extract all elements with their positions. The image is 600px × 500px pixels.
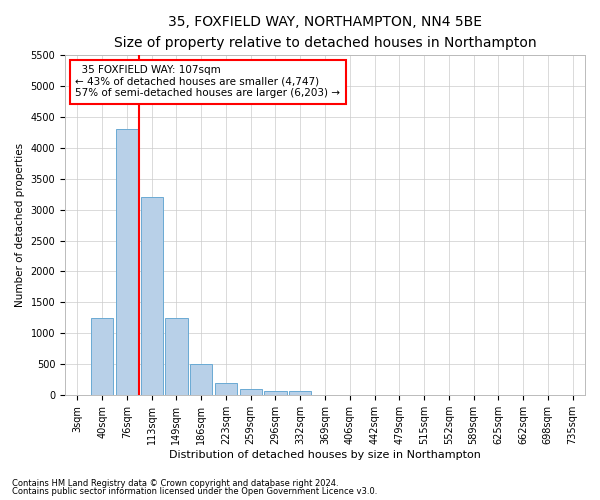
Y-axis label: Number of detached properties: Number of detached properties	[15, 143, 25, 307]
X-axis label: Distribution of detached houses by size in Northampton: Distribution of detached houses by size …	[169, 450, 481, 460]
Text: Contains HM Land Registry data © Crown copyright and database right 2024.: Contains HM Land Registry data © Crown c…	[12, 478, 338, 488]
Text: 35 FOXFIELD WAY: 107sqm
← 43% of detached houses are smaller (4,747)
57% of semi: 35 FOXFIELD WAY: 107sqm ← 43% of detache…	[76, 65, 340, 98]
Title: 35, FOXFIELD WAY, NORTHAMPTON, NN4 5BE
Size of property relative to detached hou: 35, FOXFIELD WAY, NORTHAMPTON, NN4 5BE S…	[114, 15, 536, 50]
Bar	[239, 389, 262, 395]
Bar	[190, 364, 212, 395]
Bar	[289, 390, 311, 395]
Bar	[116, 129, 138, 395]
Bar	[215, 383, 237, 395]
Bar	[265, 390, 287, 395]
Text: Contains public sector information licensed under the Open Government Licence v3: Contains public sector information licen…	[12, 487, 377, 496]
Bar	[91, 318, 113, 395]
Bar	[140, 197, 163, 395]
Bar	[166, 318, 188, 395]
